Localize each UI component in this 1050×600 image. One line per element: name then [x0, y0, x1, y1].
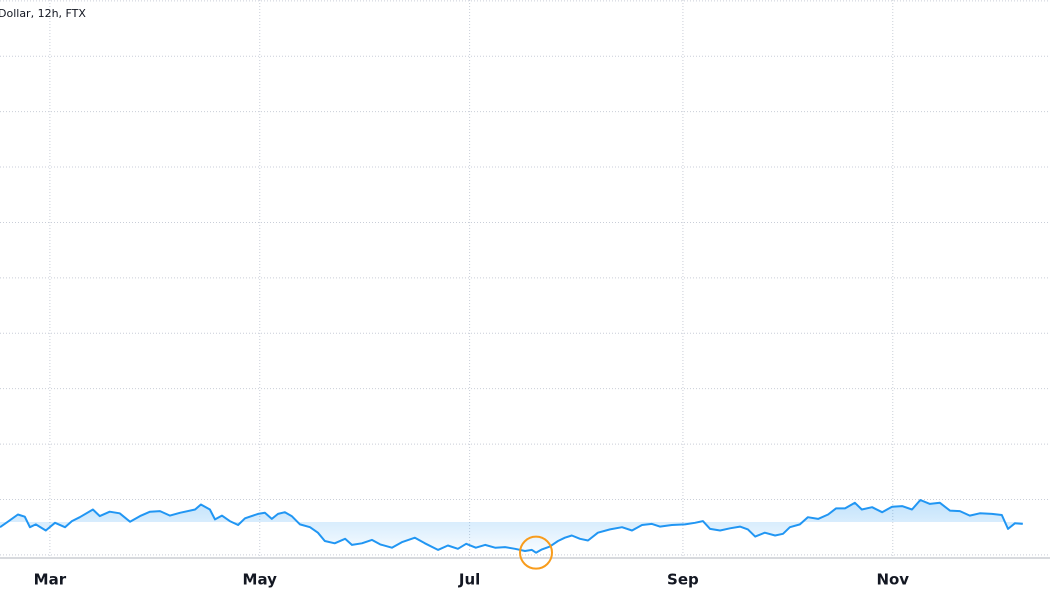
chart-title: Dollar, 12h, FTX	[0, 7, 86, 20]
x-tick-label: Mar	[34, 571, 67, 589]
x-tick-label: Nov	[876, 571, 909, 589]
price-line	[0, 499, 1023, 554]
x-tick-label: Sep	[667, 571, 699, 589]
x-tick-label: May	[243, 571, 278, 589]
x-tick-label: Jul	[458, 571, 480, 589]
area-fill	[0, 500, 1023, 553]
highlight-circle	[519, 535, 554, 570]
